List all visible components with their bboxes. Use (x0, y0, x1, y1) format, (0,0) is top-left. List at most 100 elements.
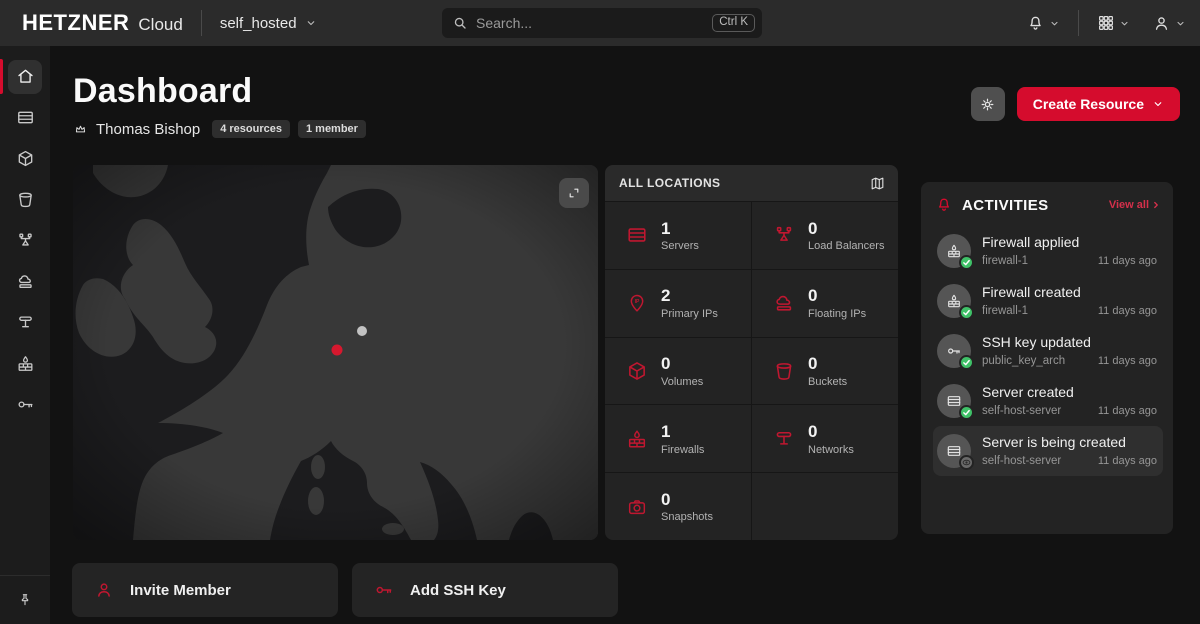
avatar (937, 284, 974, 320)
sidebar-item-networks[interactable] (0, 302, 50, 343)
activity-resource: self-host-server (982, 404, 1062, 417)
locations-stats-grid: 1 Servers 0 Load Balancers IP 2 Primary … (605, 202, 898, 540)
activity-resource: firewall-1 (982, 254, 1029, 267)
sidebar (0, 46, 50, 624)
activity-item[interactable]: Firewall applied firewall-1 11 days ago (933, 226, 1163, 276)
chevron-down-icon (1175, 18, 1186, 29)
crown-icon (73, 122, 88, 137)
shortcut-hint: Ctrl K (712, 14, 755, 32)
apps-grid-icon (1097, 14, 1115, 32)
sidebar-item-load-balancers[interactable] (0, 220, 50, 261)
page-header: Dashboard Thomas Bishop 4 resources 1 me… (73, 72, 366, 138)
user-menu[interactable] (1152, 14, 1186, 33)
snapshots-icon (626, 496, 648, 518)
activity-item[interactable]: Server created self-host-server 11 days … (933, 376, 1163, 426)
stat-label: Networks (808, 443, 854, 456)
activity-time: 11 days ago (1097, 354, 1157, 367)
stat-value: 0 (661, 489, 671, 509)
networks-icon (16, 313, 35, 332)
invite-member-button[interactable]: Invite Member (72, 563, 338, 617)
topbar-divider (1078, 10, 1079, 36)
apps-menu[interactable] (1097, 14, 1130, 32)
project-settings-button[interactable] (970, 87, 1005, 121)
stat-firewalls[interactable]: 1 Firewalls (605, 405, 751, 473)
add-ssh-key-button[interactable]: Add SSH Key (352, 563, 618, 617)
quick-actions-row: Invite Member Add SSH Key (72, 563, 618, 617)
map-expand-button[interactable] (559, 178, 589, 208)
stat-primary-ips[interactable]: IP 2 Primary IPs (605, 269, 751, 337)
map-icon[interactable] (869, 175, 886, 192)
sidebar-item-firewalls[interactable] (0, 343, 50, 384)
activities-panel: ACTIVITIES View all Firewall applied (921, 182, 1173, 534)
activity-time: 11 days ago (1097, 254, 1157, 267)
activity-title: Server created (982, 384, 1074, 400)
invite-member-icon (94, 580, 114, 600)
header-actions: Create Resource (970, 87, 1180, 121)
success-check-icon (959, 255, 974, 270)
search-bar[interactable]: Ctrl K (442, 8, 762, 38)
search-input[interactable] (476, 15, 705, 31)
success-check-icon (959, 405, 974, 420)
create-resource-button[interactable]: Create Resource (1016, 87, 1180, 121)
view-all-link[interactable]: View all (1109, 199, 1161, 211)
europe-map (73, 165, 598, 540)
chevron-down-icon (305, 17, 317, 29)
success-check-icon (959, 355, 974, 370)
load-balancers-icon (773, 224, 795, 246)
locations-panel: ALL LOCATIONS 1 Servers 0 (605, 165, 898, 540)
stat-networks[interactable]: 0 Networks (752, 405, 898, 473)
sidebar-item-ssh-keys[interactable] (0, 384, 50, 425)
stat-value: 1 (661, 422, 671, 442)
stat-label: Volumes (661, 375, 704, 388)
activity-time: 11 days ago (1097, 304, 1157, 317)
stat-buckets[interactable]: 0 Buckets (752, 337, 898, 405)
stat-value: 0 (808, 286, 818, 306)
user-icon (1152, 14, 1171, 33)
main-content: Dashboard Thomas Bishop 4 resources 1 me… (50, 46, 1200, 624)
project-name: self_hosted (219, 14, 297, 32)
hetzner-logo[interactable]: HETZNER Cloud (0, 10, 183, 36)
volumes-icon (16, 149, 35, 168)
gear-icon (979, 96, 996, 113)
stat-value: 1 (661, 218, 671, 238)
product-name: Cloud (138, 15, 183, 34)
stat-servers[interactable]: 1 Servers (605, 202, 751, 269)
sidebar-item-volumes[interactable] (0, 138, 50, 179)
sidebar-item-floating-ips[interactable] (0, 261, 50, 302)
sidebar-item-servers[interactable] (0, 97, 50, 138)
bell-icon (1026, 14, 1045, 33)
activity-item[interactable]: Server is being created self-host-server… (933, 426, 1163, 476)
sidebar-item-dashboard[interactable] (0, 56, 50, 97)
sidebar-item-buckets[interactable] (0, 179, 50, 220)
page-title: Dashboard (73, 72, 253, 110)
servers-icon (626, 224, 648, 246)
activity-item[interactable]: Firewall created firewall-1 11 days ago (933, 276, 1163, 326)
stat-value: 0 (808, 422, 818, 442)
stat-load-balancers[interactable]: 0 Load Balancers (752, 202, 898, 269)
floating-ips-icon (773, 292, 795, 314)
search-icon (452, 15, 468, 31)
create-resource-label: Create Resource (1032, 96, 1144, 112)
expand-icon (567, 186, 581, 200)
avatar (937, 234, 974, 270)
stat-snapshots[interactable]: 0 Snapshots (605, 473, 751, 540)
server-icon (946, 443, 962, 459)
project-switcher[interactable]: self_hosted (220, 15, 317, 32)
location-markers[interactable] (331, 326, 368, 356)
stat-volumes[interactable]: 0 Volumes (605, 337, 751, 405)
svg-text:IP: IP (635, 299, 640, 305)
activity-title: Firewall created (982, 284, 1081, 300)
stat-floating-ips[interactable]: 0 Floating IPs (752, 269, 898, 337)
bell-icon (935, 196, 953, 214)
activity-item[interactable]: SSH key updated public_key_arch 11 days … (933, 326, 1163, 376)
activity-resource: public_key_arch (982, 354, 1066, 367)
topbar-divider (200, 10, 202, 36)
sidebar-pin-button[interactable] (0, 575, 50, 624)
pin-icon (17, 592, 33, 608)
notifications-menu[interactable] (1026, 14, 1060, 33)
activity-title: Firewall applied (982, 234, 1080, 250)
locations-map[interactable] (73, 165, 598, 540)
chevron-down-icon (1119, 18, 1130, 29)
avatar (937, 434, 974, 470)
avatar (937, 384, 974, 420)
